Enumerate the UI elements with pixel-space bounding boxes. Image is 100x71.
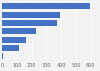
Bar (2, 53, 4, 59)
Bar (2, 37, 26, 43)
Bar (2, 3, 90, 9)
Bar (2, 28, 36, 34)
Bar (2, 12, 60, 18)
Bar (2, 45, 19, 51)
Bar (2, 20, 57, 26)
